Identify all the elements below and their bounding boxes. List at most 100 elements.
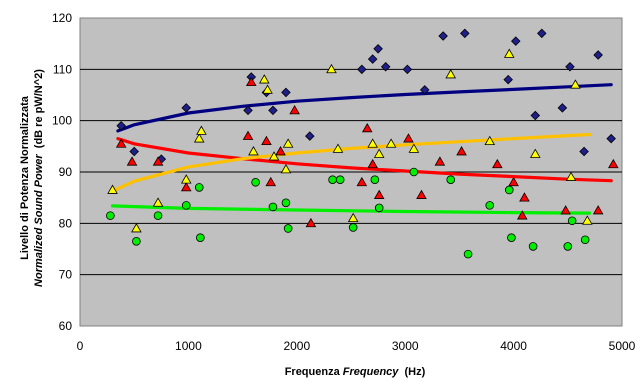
data-point-diamond	[419, 85, 430, 95]
x-tick-labels: 0 1000 2000 3000 4000 5000	[77, 339, 635, 353]
data-point-diamond	[268, 105, 278, 116]
data-point-triangle	[456, 146, 467, 156]
data-point-triangle	[268, 151, 280, 161]
data-point-triangle	[608, 158, 619, 169]
data-point-triangle	[248, 146, 259, 156]
data-point-circle	[106, 211, 115, 220]
data-point-triangle	[519, 192, 530, 202]
x-tick-label: 4000	[500, 339, 527, 353]
data-point-triangle	[326, 63, 337, 74]
y-tick-label: 120	[52, 11, 72, 25]
data-point-circle	[507, 233, 516, 243]
data-point-circle	[348, 223, 358, 232]
data-point-triangle	[332, 143, 344, 153]
data-point-circle	[132, 237, 141, 246]
data-point-triangle	[503, 48, 515, 58]
data-point-diamond	[129, 146, 139, 157]
data-point-diamond	[243, 105, 253, 116]
y-tick-label: 70	[59, 268, 73, 282]
data-point-circle	[370, 175, 380, 185]
x-tick-label: 1000	[175, 339, 202, 353]
data-point-triangle	[403, 133, 414, 143]
data-point-triangle	[373, 189, 385, 199]
data-point-circle	[283, 224, 293, 233]
data-point-circle	[409, 167, 419, 177]
data-point-circle	[463, 249, 473, 259]
data-point-triangle	[434, 156, 446, 166]
data-point-diamond	[305, 131, 315, 141]
x-tick-label: 5000	[609, 339, 635, 353]
data-point-triangle	[152, 156, 164, 166]
data-point-triangle	[560, 205, 571, 215]
data-point-diamond	[380, 62, 391, 72]
x-axis-title-italic: Frequency	[343, 366, 400, 378]
y-tick-label: 90	[59, 165, 73, 179]
data-point-triangle	[180, 181, 192, 192]
data-point-triangle	[126, 156, 138, 166]
data-point-triangle	[193, 133, 205, 143]
trendline	[116, 137, 613, 183]
data-point-circle	[374, 203, 384, 213]
data-point-circle	[328, 175, 337, 185]
data-point-diamond	[593, 50, 603, 60]
data-point-triangle	[508, 176, 519, 187]
trendline	[110, 132, 592, 193]
x-axis-title-unit: (Hz)	[398, 366, 425, 378]
data-point-triangle	[484, 135, 496, 146]
data-point-circle	[504, 185, 514, 195]
x-tick-label: 3000	[392, 339, 419, 353]
data-point-triangle	[275, 146, 286, 156]
data-point-diamond	[503, 74, 513, 85]
data-point-triangle	[516, 210, 528, 220]
data-point-triangle	[347, 212, 359, 223]
y-axis-title-line1: Livello di Potenza Normalizzata	[19, 95, 31, 260]
data-point-triangle	[492, 158, 503, 169]
data-point-triangle	[445, 69, 457, 79]
data-point-triangle	[416, 189, 427, 199]
y-tick-label: 110	[53, 62, 72, 76]
data-point-circle	[251, 177, 260, 187]
data-point-circle	[153, 211, 163, 220]
data-point-triangle	[282, 138, 294, 148]
y-axis-title-line2: Normalized Sound Power (dB re pW/N^2)	[33, 69, 45, 287]
data-point-triangle	[565, 171, 577, 181]
data-point-diamond	[438, 31, 448, 41]
data-point-circle	[567, 216, 577, 226]
data-point-triangle	[258, 74, 270, 84]
data-point-diamond	[460, 28, 470, 39]
data-point-triangle	[245, 76, 257, 87]
data-point-triangle	[408, 143, 420, 153]
data-point-diamond	[373, 44, 383, 54]
data-point-diamond	[530, 110, 541, 121]
data-point-triangle	[280, 164, 292, 174]
data-point-circle	[281, 198, 291, 208]
data-point-triangle	[152, 197, 164, 207]
data-point-diamond	[557, 103, 568, 113]
y-axis-title-unit: (dB re pW/N^2)	[33, 69, 45, 155]
trendlines	[110, 83, 613, 215]
data-point-circle	[485, 201, 495, 210]
data-point-circle	[268, 202, 278, 212]
data-point-triangle	[242, 130, 254, 140]
data-point-diamond	[511, 36, 521, 46]
y-tick-label: 60	[59, 319, 73, 333]
data-point-diamond	[402, 64, 413, 75]
data-point-circle	[446, 175, 456, 185]
data-point-triangle	[107, 184, 118, 194]
data-point-circle	[194, 183, 204, 192]
data-point-diamond	[565, 62, 575, 72]
data-points	[106, 28, 619, 259]
data-point-triangle	[131, 223, 142, 233]
data-point-circle	[181, 201, 191, 210]
data-point-triangle	[115, 138, 127, 148]
data-point-triangle	[582, 215, 593, 225]
data-point-diamond	[181, 103, 191, 113]
data-point-diamond	[281, 87, 291, 98]
data-point-circle	[528, 242, 538, 251]
data-point-triangle	[265, 176, 277, 187]
data-point-triangle	[570, 79, 581, 89]
data-point-diamond	[606, 133, 616, 144]
data-point-diamond	[367, 54, 378, 64]
data-point-circle	[563, 242, 573, 251]
